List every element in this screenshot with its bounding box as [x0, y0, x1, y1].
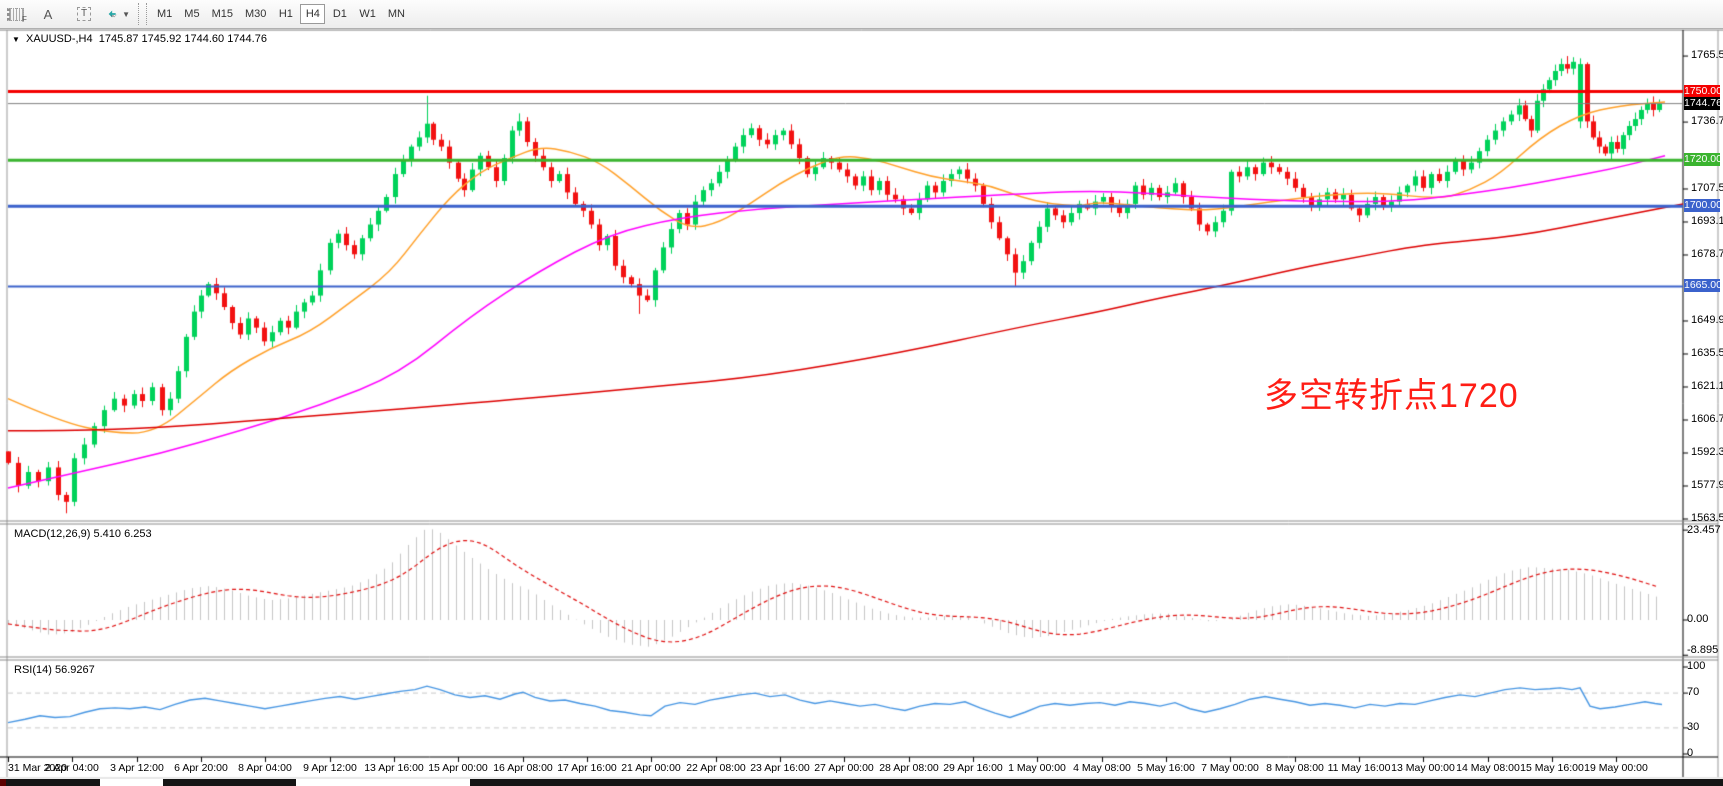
price-line-label: 1665.00 — [1684, 279, 1722, 293]
price-line-label: 1700.00 — [1684, 199, 1722, 213]
price-tick-label: 1563.50 — [1691, 512, 1723, 524]
price-tick-label: 1693.10 — [1691, 214, 1723, 227]
time-tick-label: 8 Apr 04:00 — [238, 762, 292, 774]
time-tick-label: 14 May 08:00 — [1456, 762, 1520, 774]
price-tick-label: 1635.50 — [1691, 346, 1723, 359]
macd-axis-min: -8.895 — [1687, 644, 1719, 656]
macd-value-main: 5.410 — [93, 528, 122, 540]
time-tick-label: 31 Mar 2020 — [8, 762, 67, 774]
taskbar-segment — [163, 779, 296, 786]
price-line-label: 1750.00 — [1684, 84, 1722, 98]
time-tick-label: 29 Apr 16:00 — [943, 762, 1003, 774]
time-tick-label: 5 May 16:00 — [1137, 762, 1195, 774]
time-tick-label: 2 Apr 04:00 — [45, 762, 99, 774]
taskbar-segment — [6, 779, 100, 786]
price-tick-label: 1649.90 — [1691, 313, 1723, 326]
macd-axis-zero: 0.00 — [1687, 613, 1709, 625]
time-tick-label: 27 Apr 00:00 — [814, 762, 874, 774]
time-tick-label: 23 Apr 16:00 — [750, 762, 810, 774]
rsi-axis-label: 30 — [1687, 720, 1700, 733]
rsi-name: RSI(14) — [14, 664, 52, 676]
price-tick-label: 1707.50 — [1691, 181, 1723, 194]
time-tick-label: 15 May 16:00 — [1520, 762, 1584, 774]
chart-annotation-text: 多空转折点1720 — [1264, 377, 1519, 415]
symbol-dropdown-icon[interactable]: ▼ — [12, 35, 20, 44]
price-tick-label: 1678.70 — [1691, 247, 1723, 260]
time-tick-label: 17 Apr 16:00 — [557, 762, 617, 774]
price-tick-label: 1765.50 — [1691, 49, 1723, 62]
time-tick-label: 16 Apr 08:00 — [493, 762, 553, 774]
time-tick-label: 7 May 00:00 — [1201, 762, 1259, 774]
current-price-label: 1744.76 — [1684, 96, 1722, 110]
price-tick-label: 1621.10 — [1691, 379, 1723, 392]
time-tick-label: 19 May 00:00 — [1584, 762, 1648, 774]
price-tick-label: 1577.90 — [1691, 479, 1723, 491]
time-tick-label: 11 May 16:00 — [1327, 762, 1391, 774]
rsi-label: RSI(14) 56.9267 — [14, 664, 95, 676]
taskbar-segment — [100, 779, 163, 786]
time-tick-label: 28 Apr 08:00 — [879, 762, 939, 774]
time-tick-label: 13 May 00:00 — [1391, 762, 1455, 774]
time-tick-label: 4 May 08:00 — [1073, 762, 1131, 774]
time-tick-label: 13 Apr 16:00 — [364, 762, 424, 774]
taskbar-segment — [0, 779, 6, 786]
rsi-axis-label: 0 — [1687, 747, 1694, 759]
time-tick-label: 3 Apr 12:00 — [110, 762, 164, 774]
rsi-value: 56.9267 — [54, 664, 95, 676]
symbol-bar: ▼ XAUUSD-,H4 1745.87 1745.92 1744.60 174… — [12, 33, 267, 45]
macd-name: MACD(12,26,9) — [14, 528, 91, 540]
price-tick-label: 1606.70 — [1691, 413, 1723, 425]
taskbar-segment — [296, 779, 470, 786]
time-tick-label: 1 May 00:00 — [1008, 762, 1066, 774]
time-tick-label: 21 Apr 00:00 — [621, 762, 681, 774]
macd-value-signal: 6.253 — [124, 528, 152, 540]
time-tick-label: 6 Apr 20:00 — [174, 762, 228, 774]
time-tick-label: 22 Apr 08:00 — [686, 762, 746, 774]
rsi-axis-label: 70 — [1687, 686, 1700, 699]
symbol-name: XAUUSD-,H4 — [25, 33, 93, 45]
price-line-label: 1720.00 — [1684, 153, 1722, 167]
symbol-ohlc: 1745.87 1745.92 1744.60 1744.76 — [98, 33, 267, 45]
macd-label: MACD(12,26,9) 5.410 6.253 — [14, 528, 152, 540]
taskbar-segment — [470, 779, 1723, 786]
rsi-axis-label: 100 — [1687, 660, 1706, 672]
time-tick-label: 9 Apr 12:00 — [303, 762, 357, 774]
macd-axis-max: 23.457 — [1687, 524, 1721, 536]
price-tick-label: 1736.70 — [1691, 115, 1723, 128]
time-tick-label: 15 Apr 00:00 — [428, 762, 488, 774]
time-tick-label: 8 May 08:00 — [1266, 762, 1324, 774]
price-tick-label: 1592.30 — [1691, 446, 1723, 458]
